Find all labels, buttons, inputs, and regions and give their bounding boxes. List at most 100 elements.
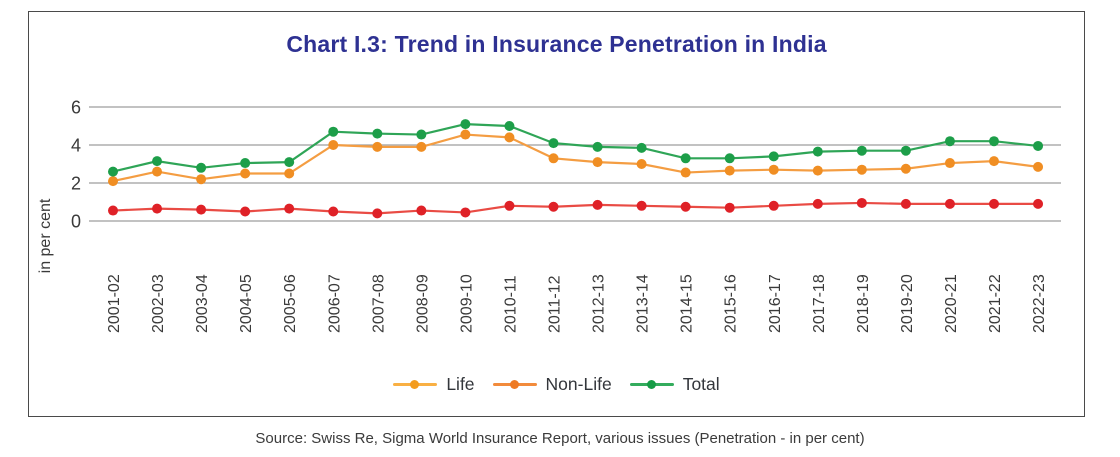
data-point-non-life <box>240 206 251 217</box>
data-point-non-life <box>989 198 999 209</box>
data-point-life <box>240 168 251 179</box>
data-point-non-life <box>1033 198 1044 209</box>
series-line-total <box>112 122 1039 173</box>
x-tick-label: 2021-22 <box>987 274 1004 333</box>
x-tick-label: 2004-05 <box>238 274 255 333</box>
total-line-swatch-icon <box>629 380 674 390</box>
x-tick-label: 2001-02 <box>106 274 123 333</box>
data-point-non-life <box>284 203 295 214</box>
x-tick-label: 2014-15 <box>679 274 696 333</box>
legend: Life Non-Life Total <box>29 374 1084 395</box>
x-tick-label: 2006-07 <box>326 274 343 333</box>
data-point-life <box>989 156 999 167</box>
data-point-non-life <box>416 205 427 216</box>
data-point-non-life <box>504 200 515 211</box>
data-point-life <box>768 164 779 175</box>
data-point-life <box>108 176 118 187</box>
data-point-total <box>460 119 471 130</box>
data-point-life <box>416 141 427 152</box>
data-point-total <box>284 157 295 168</box>
x-tick-label: 2010-11 <box>502 275 519 333</box>
x-tick-label: 2007-08 <box>370 274 387 333</box>
y-tick-label: 0 <box>71 212 81 232</box>
data-point-non-life <box>372 208 383 219</box>
life-line-swatch-icon <box>393 380 438 390</box>
data-point-non-life <box>944 198 955 209</box>
series-line-non-life <box>112 201 1039 215</box>
data-point-life <box>328 140 339 150</box>
data-point-total <box>416 129 427 140</box>
x-tick-label: 2020-21 <box>943 274 960 333</box>
x-tick-label: 2022-23 <box>1031 274 1048 333</box>
data-point-non-life <box>548 201 559 212</box>
data-point-life <box>284 168 295 179</box>
data-point-total <box>372 128 383 139</box>
data-point-total <box>152 156 163 167</box>
x-tick-label: 2012-13 <box>591 274 608 333</box>
data-point-total <box>989 136 999 147</box>
non-life-line-swatch-icon <box>492 380 537 390</box>
data-point-life <box>548 153 559 164</box>
data-point-total <box>504 121 515 131</box>
data-point-total <box>548 138 559 149</box>
data-point-non-life <box>460 207 471 218</box>
legend-item-non-life: Non-Life <box>492 374 612 395</box>
x-tick-label: 2017-18 <box>811 274 828 333</box>
data-point-life <box>152 166 163 177</box>
data-point-non-life <box>196 204 207 215</box>
x-tick-label: 2008-09 <box>414 274 431 333</box>
data-point-life <box>944 158 955 169</box>
x-tick-label: 2009-10 <box>458 274 475 333</box>
data-point-non-life <box>724 202 735 213</box>
series-line-life <box>112 133 1039 183</box>
data-point-non-life <box>328 206 339 217</box>
x-tick-label: 2003-04 <box>194 274 211 333</box>
data-point-total <box>196 162 207 173</box>
data-point-non-life <box>636 200 647 211</box>
total-swatch-dot <box>646 380 656 389</box>
x-tick-label: 2016-17 <box>767 274 784 333</box>
data-point-life <box>592 157 603 168</box>
data-point-total <box>724 153 735 164</box>
x-tick-label: 2013-14 <box>635 274 652 333</box>
x-tick-label: 2019-20 <box>899 274 916 333</box>
life-swatch-dot <box>410 380 420 389</box>
data-point-non-life <box>152 203 163 214</box>
data-point-non-life <box>900 198 911 209</box>
data-point-total <box>1033 140 1044 151</box>
data-point-life <box>900 163 911 174</box>
plot-area: 0 2 4 6 2001-02 2002-03 2003-04 2004-05 2005-06 2… <box>71 98 1061 333</box>
y-tick-label: 6 <box>71 98 81 118</box>
x-tick-label: 2018-19 <box>855 274 872 333</box>
data-point-total <box>240 158 251 169</box>
data-point-life <box>504 132 515 143</box>
legend-label-non-life: Non-Life <box>545 374 612 394</box>
data-point-total <box>108 166 118 177</box>
data-point-total <box>812 146 823 157</box>
data-point-total <box>592 141 603 152</box>
legend-label-life: Life <box>446 374 475 394</box>
data-point-life <box>1033 161 1044 172</box>
legend-item-life: Life <box>393 374 475 395</box>
data-point-total <box>636 142 647 153</box>
data-point-life <box>196 174 207 185</box>
data-point-total <box>944 136 955 147</box>
data-point-total <box>900 145 911 156</box>
x-tick-label: 2011-12 <box>547 275 564 333</box>
source-note: Source: Swiss Re, Sigma World Insurance … <box>255 430 865 447</box>
chart-container: Chart I.3: Trend in Insurance Penetratio… <box>28 11 1085 417</box>
data-point-non-life <box>812 198 823 209</box>
data-point-non-life <box>108 205 118 216</box>
non-life-swatch-dot <box>509 380 519 389</box>
data-point-total <box>768 151 779 162</box>
data-point-life <box>460 129 471 140</box>
legend-label-total: Total <box>682 374 720 394</box>
y-tick-label: 2 <box>71 174 81 194</box>
legend-item-total: Total <box>629 374 720 395</box>
y-tick-label: 4 <box>71 136 81 156</box>
data-point-life <box>636 159 647 169</box>
data-point-non-life <box>856 197 867 208</box>
data-point-non-life <box>680 201 691 212</box>
data-point-total <box>328 126 339 137</box>
data-point-life <box>724 165 735 176</box>
